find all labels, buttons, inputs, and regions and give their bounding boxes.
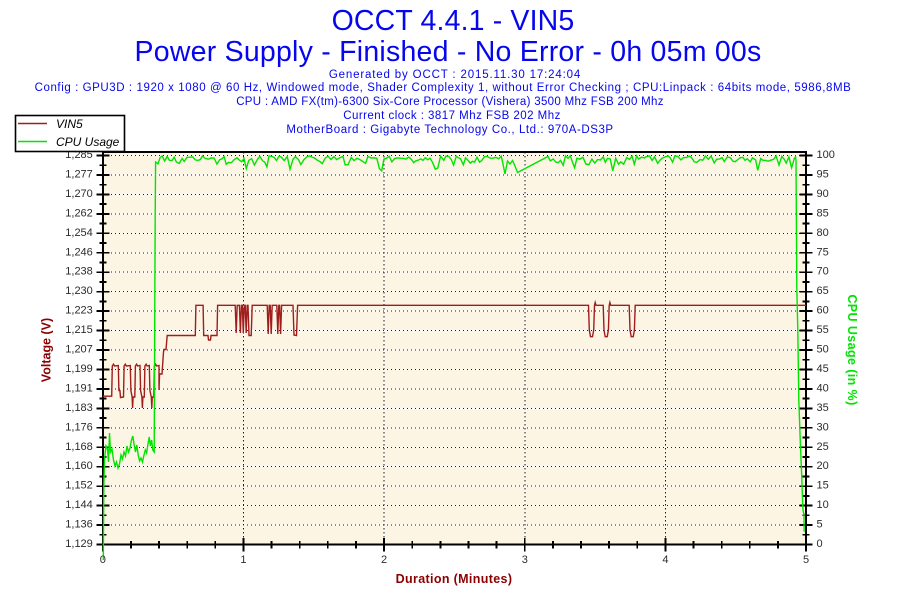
- svg-text:65: 65: [817, 285, 829, 297]
- svg-text:1,223: 1,223: [65, 305, 93, 317]
- svg-text:15: 15: [817, 480, 829, 492]
- svg-text:3: 3: [522, 554, 528, 566]
- svg-text:1,215: 1,215: [65, 324, 93, 336]
- svg-text:85: 85: [817, 207, 829, 219]
- svg-text:70: 70: [817, 266, 829, 278]
- svg-text:Duration (Minutes): Duration (Minutes): [396, 572, 513, 586]
- svg-text:1,270: 1,270: [65, 188, 93, 200]
- svg-text:Voltage (V): Voltage (V): [40, 318, 54, 382]
- svg-text:1,230: 1,230: [65, 285, 93, 297]
- svg-text:25: 25: [817, 441, 829, 453]
- svg-text:40: 40: [817, 382, 829, 394]
- svg-text:1,129: 1,129: [65, 538, 93, 550]
- svg-text:20: 20: [817, 460, 829, 472]
- svg-text:1,277: 1,277: [65, 168, 93, 180]
- svg-text:5: 5: [803, 554, 809, 566]
- svg-text:35: 35: [817, 402, 829, 414]
- svg-text:CPU Usage (in %): CPU Usage (in %): [845, 294, 859, 405]
- svg-text:55: 55: [817, 324, 829, 336]
- svg-text:100: 100: [817, 149, 835, 161]
- svg-text:1,207: 1,207: [65, 344, 93, 356]
- svg-text:CPU Usage: CPU Usage: [56, 135, 120, 149]
- svg-text:45: 45: [817, 363, 829, 375]
- svg-text:2: 2: [381, 554, 387, 566]
- svg-text:10: 10: [817, 499, 829, 511]
- svg-text:30: 30: [817, 421, 829, 433]
- svg-text:1,144: 1,144: [65, 499, 93, 511]
- svg-text:1,152: 1,152: [65, 480, 93, 492]
- svg-text:VIN5: VIN5: [56, 117, 83, 131]
- svg-text:1,199: 1,199: [65, 363, 93, 375]
- svg-text:1,183: 1,183: [65, 402, 93, 414]
- svg-text:1,262: 1,262: [65, 207, 93, 219]
- svg-text:1,136: 1,136: [65, 519, 93, 531]
- svg-text:1,168: 1,168: [65, 441, 93, 453]
- svg-text:1: 1: [240, 554, 246, 566]
- svg-text:1,176: 1,176: [65, 421, 93, 433]
- svg-text:1,160: 1,160: [65, 460, 93, 472]
- svg-text:4: 4: [662, 554, 668, 566]
- svg-text:1,246: 1,246: [65, 246, 93, 258]
- svg-text:1,191: 1,191: [65, 382, 93, 394]
- svg-text:50: 50: [817, 344, 829, 356]
- svg-text:75: 75: [817, 246, 829, 258]
- svg-text:5: 5: [817, 519, 823, 531]
- svg-text:1,254: 1,254: [65, 227, 93, 239]
- svg-text:60: 60: [817, 305, 829, 317]
- svg-text:0: 0: [817, 538, 823, 550]
- svg-text:80: 80: [817, 227, 829, 239]
- svg-text:90: 90: [817, 188, 829, 200]
- svg-text:0: 0: [100, 554, 106, 566]
- svg-text:95: 95: [817, 168, 829, 180]
- svg-text:1,238: 1,238: [65, 266, 93, 278]
